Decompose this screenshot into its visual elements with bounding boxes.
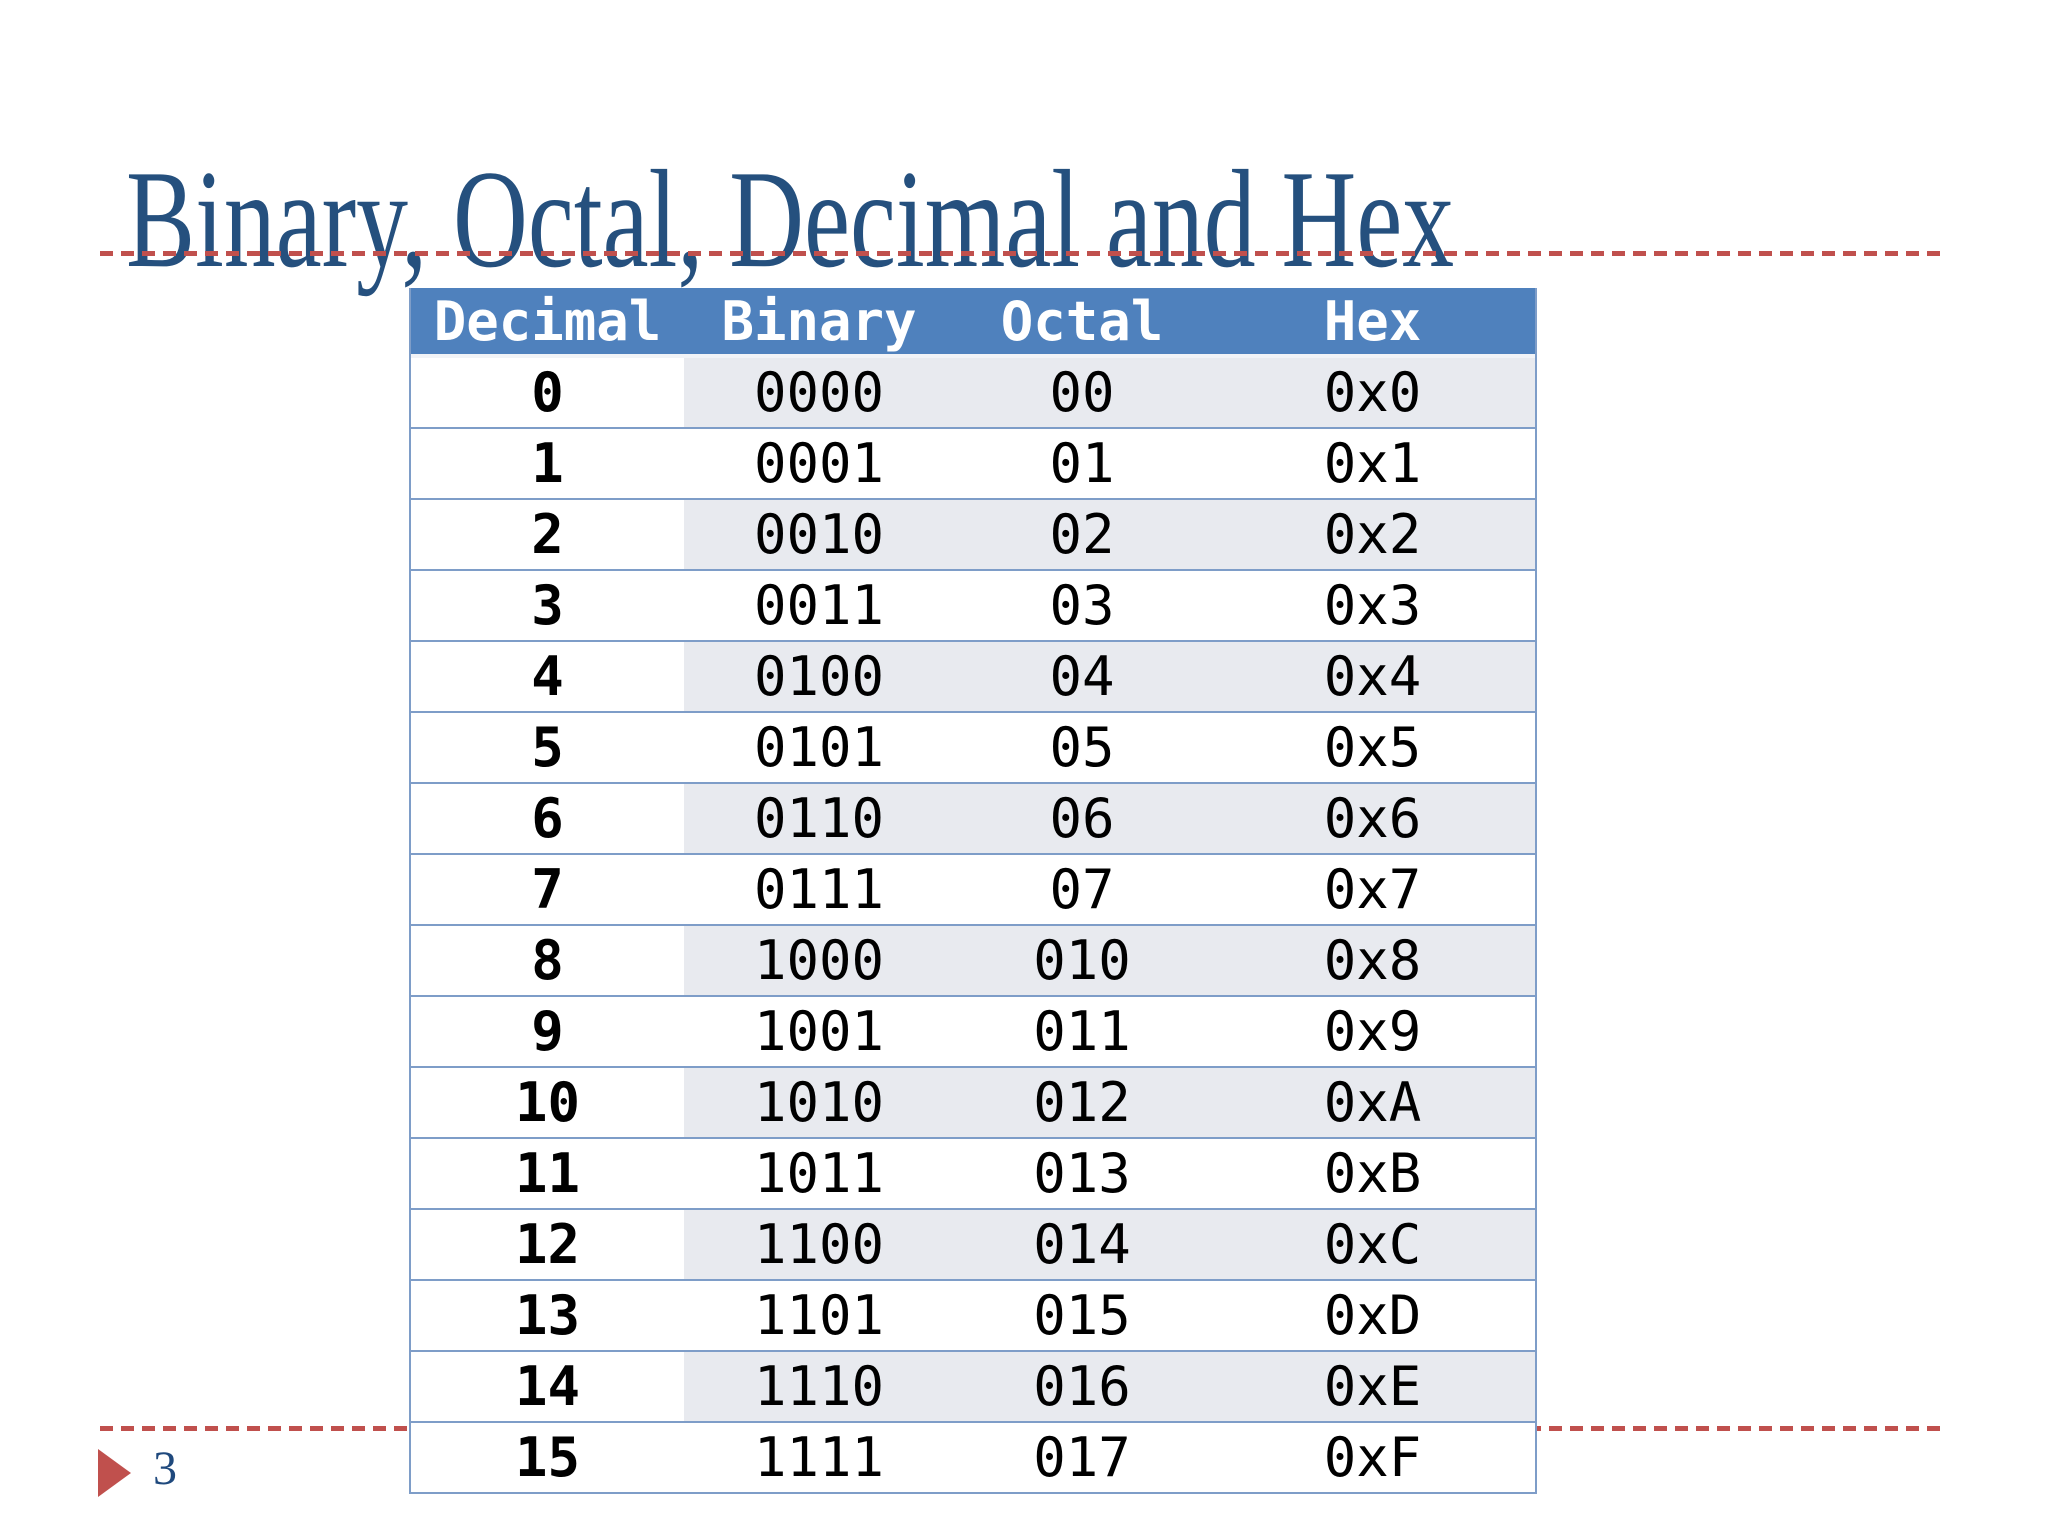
- cell-octal: 012: [954, 1068, 1210, 1137]
- cell-binary: 1110: [684, 1352, 954, 1421]
- cell-binary: 1100: [684, 1210, 954, 1279]
- page-title: Binary, Octal, Decimal and Hex: [126, 142, 1455, 297]
- column-header-hex: Hex: [1323, 289, 1422, 353]
- cell-decimal: 3: [531, 574, 564, 637]
- cell-binary: 0100: [684, 642, 954, 711]
- cell-decimal: 14: [514, 1355, 581, 1418]
- cell-hex: 0x3: [1323, 574, 1422, 637]
- cell-binary: 1011: [753, 1142, 885, 1205]
- column-header-decimal: Decimal: [433, 289, 662, 353]
- table-row: 13 1101 015 0xD: [411, 1279, 1535, 1350]
- cell-binary: 0010: [684, 500, 954, 569]
- cell-hex: 0xC: [1210, 1210, 1535, 1279]
- cell-binary: 0001: [753, 432, 885, 495]
- cell-hex: 0xE: [1210, 1352, 1535, 1421]
- cell-octal: 04: [954, 642, 1210, 711]
- cell-decimal: 6: [531, 787, 564, 850]
- cell-hex: 0x4: [1210, 642, 1535, 711]
- footer-arrow-icon: [98, 1449, 131, 1497]
- table-row: 4 0100 04 0x4: [411, 640, 1535, 711]
- column-header-binary: Binary: [721, 289, 917, 353]
- cell-octal: 013: [1033, 1142, 1131, 1205]
- table-header-row: Decimal Binary Octal Hex: [411, 288, 1535, 354]
- cell-hex: 0xB: [1323, 1142, 1422, 1205]
- cell-decimal: 10: [514, 1071, 581, 1134]
- cell-hex: 0x0: [1210, 358, 1535, 427]
- cell-octal: 07: [1049, 858, 1115, 921]
- cell-hex: 0x7: [1323, 858, 1422, 921]
- cell-decimal: 15: [514, 1426, 581, 1489]
- cell-octal: 015: [1033, 1284, 1131, 1347]
- table-row: 1 0001 01 0x1: [411, 427, 1535, 498]
- cell-binary: 1101: [753, 1284, 885, 1347]
- cell-hex: 0x5: [1323, 716, 1422, 779]
- cell-decimal: 12: [514, 1213, 581, 1276]
- cell-binary: 1001: [753, 1000, 885, 1063]
- cell-octal: 017: [1033, 1426, 1131, 1489]
- cell-octal: 01: [1049, 432, 1115, 495]
- cell-binary: 1111: [753, 1426, 885, 1489]
- cell-octal: 014: [954, 1210, 1210, 1279]
- table-row: 11 1011 013 0xB: [411, 1137, 1535, 1208]
- cell-decimal: 13: [514, 1284, 581, 1347]
- cell-octal: 011: [1033, 1000, 1131, 1063]
- cell-decimal: 9: [531, 1000, 564, 1063]
- cell-decimal: 2: [531, 503, 564, 566]
- cell-binary: 0110: [684, 784, 954, 853]
- cell-hex: 0x8: [1210, 926, 1535, 995]
- cell-hex: 0xA: [1210, 1068, 1535, 1137]
- title-divider-dashed-line: [100, 251, 1946, 256]
- cell-octal: 06: [954, 784, 1210, 853]
- cell-decimal: 8: [531, 929, 564, 992]
- cell-binary: 1000: [684, 926, 954, 995]
- table-row: 2 0010 02 0x2: [411, 498, 1535, 569]
- cell-decimal: 4: [531, 645, 564, 708]
- table-row: 6 0110 06 0x6: [411, 782, 1535, 853]
- column-header-octal: Octal: [1000, 289, 1164, 353]
- cell-binary: 0111: [753, 858, 885, 921]
- cell-binary: 0000: [684, 358, 954, 427]
- cell-hex: 0x2: [1210, 500, 1535, 569]
- cell-octal: 05: [1049, 716, 1115, 779]
- cell-hex: 0x9: [1323, 1000, 1422, 1063]
- cell-octal: 00: [954, 358, 1210, 427]
- cell-hex: 0xD: [1323, 1284, 1422, 1347]
- cell-hex: 0xF: [1323, 1426, 1422, 1489]
- table-row: 12 1100 014 0xC: [411, 1208, 1535, 1279]
- table-row: 9 1001 011 0x9: [411, 995, 1535, 1066]
- cell-decimal: 7: [531, 858, 564, 921]
- table-row: 8 1000 010 0x8: [411, 924, 1535, 995]
- cell-binary: 0101: [753, 716, 885, 779]
- cell-binary: 1010: [684, 1068, 954, 1137]
- cell-binary: 0011: [753, 574, 885, 637]
- table-row: 10 1010 012 0xA: [411, 1066, 1535, 1137]
- cell-octal: 02: [954, 500, 1210, 569]
- cell-decimal: 5: [531, 716, 564, 779]
- table-row: 15 1111 017 0xF: [411, 1421, 1535, 1492]
- table-row: 3 0011 03 0x3: [411, 569, 1535, 640]
- cell-hex: 0x1: [1323, 432, 1422, 495]
- table-row: 14 1110 016 0xE: [411, 1350, 1535, 1421]
- table-body: 0 0000 00 0x0 1 0001 01 0x1 2 0010 02 0x2 3 0011 03 0x3…: [411, 354, 1535, 1492]
- cell-decimal: 11: [514, 1142, 581, 1205]
- cell-hex: 0x6: [1210, 784, 1535, 853]
- cell-octal: 03: [1049, 574, 1115, 637]
- cell-octal: 016: [954, 1352, 1210, 1421]
- table-row: 5 0101 05 0x5: [411, 711, 1535, 782]
- conversion-table: Decimal Binary Octal Hex 0 0000 00 0x0 1 0001…: [409, 288, 1537, 1494]
- cell-octal: 010: [954, 926, 1210, 995]
- table-row: 7 0111 07 0x7: [411, 853, 1535, 924]
- cell-decimal: 1: [531, 432, 564, 495]
- table-row: 0 0000 00 0x0: [411, 354, 1535, 427]
- cell-decimal: 0: [531, 361, 564, 424]
- page-number: 3: [153, 1442, 177, 1495]
